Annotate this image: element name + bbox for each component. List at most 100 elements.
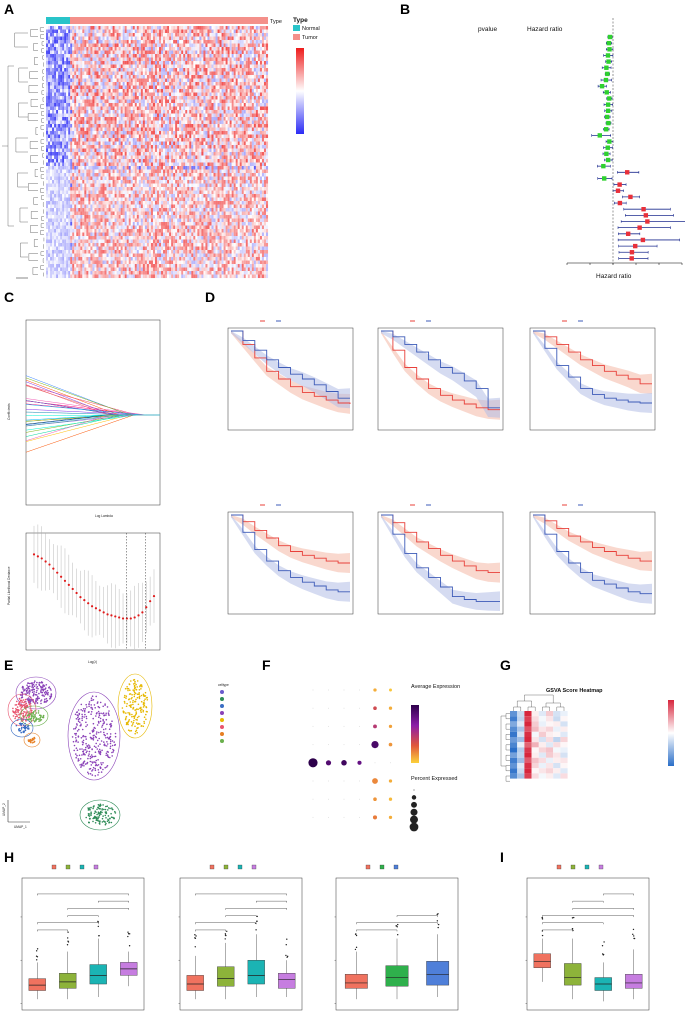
heatmap-cell: [173, 75, 176, 79]
heatmap-cell: [100, 124, 103, 128]
heatmap-cell: [201, 96, 204, 100]
heatmap-cell: [120, 113, 123, 118]
heatmap-cell: [94, 103, 97, 107]
heatmap-cell: [215, 61, 218, 65]
heatmap-cell: [138, 82, 141, 86]
heatmap-cell: [221, 162, 224, 167]
heatmap-cell: [66, 47, 69, 51]
heatmap-cell: [257, 169, 260, 174]
heatmap-cell: [134, 113, 137, 118]
heatmap-cell: [159, 138, 162, 142]
heatmap-cell: [74, 155, 77, 160]
heatmap-cell: [62, 50, 65, 55]
heatmap-cell: [50, 166, 53, 170]
heatmap-cell: [60, 183, 63, 188]
heatmap-cell: [82, 68, 85, 72]
heatmap-cell: [249, 106, 252, 111]
heatmap-cell: [211, 106, 214, 111]
heatmap-cell: [231, 103, 234, 107]
heatmap-cell: [86, 169, 89, 174]
heatmap-cell: [46, 131, 49, 135]
heatmap-cell: [197, 180, 200, 184]
heatmap-cell: [169, 26, 172, 30]
heatmap-cell: [189, 64, 192, 69]
heatmap-cell: [48, 152, 51, 156]
heatmap-cell: [146, 127, 149, 132]
heatmap-cell: [193, 155, 196, 160]
heatmap-cell: [114, 180, 117, 184]
heatmap-cell: [243, 131, 246, 135]
heatmap-cell: [76, 176, 79, 181]
heatmap-cell: [154, 33, 158, 37]
heatmap-cell: [144, 71, 147, 76]
heatmap-cell: [181, 134, 184, 139]
heatmap-cell: [116, 166, 119, 170]
heatmap-cell: [106, 78, 109, 83]
heatmap-cell: [245, 99, 248, 104]
heatmap-cell: [92, 26, 95, 30]
heatmap-cell: [74, 61, 77, 65]
heatmap-cell: [100, 134, 103, 139]
heatmap-cell: [215, 33, 218, 37]
heatmap-cell: [140, 134, 143, 139]
heatmap-cell: [148, 124, 151, 128]
panel-label-d: D: [205, 289, 215, 305]
heatmap-cell: [78, 134, 81, 139]
heatmap-cell: [70, 61, 73, 65]
heatmap-cell: [239, 180, 242, 184]
heatmap-cell: [193, 166, 196, 170]
heatmap-cell: [126, 99, 129, 104]
heatmap-cell: [263, 99, 267, 104]
heatmap-cell: [76, 124, 79, 128]
heatmap-cell: [88, 131, 91, 135]
heatmap-cell: [124, 61, 127, 65]
heatmap-cell: [193, 33, 196, 37]
heatmap-cell: [175, 106, 178, 111]
heatmap-cell: [142, 33, 145, 37]
heatmap-cell: [112, 89, 115, 93]
heatmap-cell: [199, 131, 202, 135]
heatmap-cell: [106, 113, 109, 118]
heatmap-cell: [50, 159, 53, 163]
heatmap-cell: [124, 40, 127, 44]
heatmap-cell: [251, 141, 254, 146]
heatmap-cell: [207, 43, 210, 48]
heatmap-cell: [66, 124, 69, 128]
heatmap-cell: [118, 33, 121, 37]
heatmap-cell: [197, 50, 200, 55]
heatmap-cell: [102, 68, 105, 72]
heatmap-cell: [165, 148, 168, 153]
heatmap-cell: [227, 26, 230, 30]
heatmap-cell: [138, 29, 141, 34]
heatmap-cell: [54, 183, 57, 188]
heatmap-cell: [165, 162, 168, 167]
heatmap-cell: [235, 75, 238, 79]
heatmap-cell: [70, 169, 73, 174]
heatmap-cell: [209, 180, 212, 184]
heatmap-cell: [104, 29, 107, 34]
heatmap-cell: [66, 145, 69, 149]
heatmap-cell: [138, 96, 141, 100]
heatmap-cell: [245, 162, 248, 167]
heatmap-cell: [157, 71, 160, 76]
heatmap-cell: [179, 176, 182, 181]
heatmap-cell: [154, 47, 158, 51]
heatmap-cell: [179, 68, 182, 72]
heatmap-cell: [56, 166, 59, 170]
heatmap-cell: [154, 120, 158, 125]
heatmap-cell: [110, 145, 113, 149]
heatmap-cell: [209, 103, 212, 107]
heatmap-cell: [223, 82, 226, 86]
heatmap-cell: [191, 127, 194, 132]
heatmap-cell: [169, 113, 172, 118]
heatmap-cell: [132, 54, 135, 58]
heatmap-cell: [124, 141, 127, 146]
heatmap-cell: [88, 47, 91, 51]
heatmap-cell: [92, 71, 95, 76]
heatmap-cell: [144, 64, 147, 69]
heatmap-cell: [54, 131, 57, 135]
heatmap-cell: [185, 47, 188, 51]
heatmap-cell: [106, 134, 109, 139]
heatmap-cell: [108, 29, 111, 34]
heatmap-cell: [191, 36, 194, 41]
